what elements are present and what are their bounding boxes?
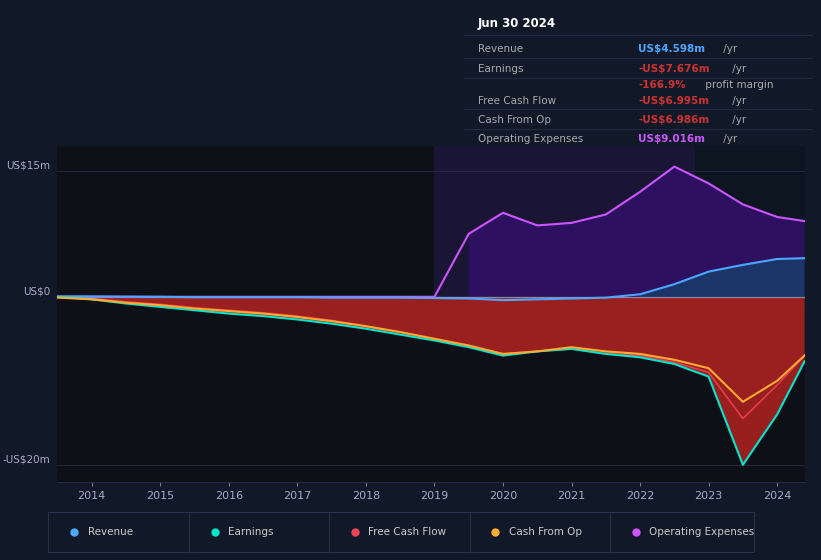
Text: /yr: /yr <box>729 64 746 74</box>
Text: Free Cash Flow: Free Cash Flow <box>478 96 556 106</box>
FancyBboxPatch shape <box>470 512 613 552</box>
Text: Earnings: Earnings <box>478 64 523 74</box>
Bar <box>695 146 805 314</box>
Text: US$0: US$0 <box>23 287 50 297</box>
Bar <box>434 314 695 482</box>
Text: -166.9%: -166.9% <box>639 80 686 90</box>
Bar <box>434 146 695 314</box>
Text: Revenue: Revenue <box>478 44 523 54</box>
FancyBboxPatch shape <box>48 512 192 552</box>
Text: Cash From Op: Cash From Op <box>509 527 582 537</box>
Text: Operating Expenses: Operating Expenses <box>478 134 583 144</box>
Text: Earnings: Earnings <box>228 527 273 537</box>
Text: Revenue: Revenue <box>88 527 133 537</box>
Text: US$4.598m: US$4.598m <box>639 44 705 54</box>
FancyBboxPatch shape <box>610 512 754 552</box>
FancyBboxPatch shape <box>329 512 473 552</box>
Text: -US$20m: -US$20m <box>2 455 50 465</box>
Text: -US$6.986m: -US$6.986m <box>639 115 709 125</box>
FancyBboxPatch shape <box>189 512 333 552</box>
Text: -US$6.995m: -US$6.995m <box>639 96 709 106</box>
Text: US$9.016m: US$9.016m <box>639 134 705 144</box>
Text: Free Cash Flow: Free Cash Flow <box>369 527 447 537</box>
Text: US$15m: US$15m <box>6 161 50 171</box>
Text: /yr: /yr <box>720 44 737 54</box>
Text: /yr: /yr <box>729 96 746 106</box>
Text: Cash From Op: Cash From Op <box>478 115 551 125</box>
Text: /yr: /yr <box>729 115 746 125</box>
Bar <box>57 146 434 482</box>
Bar <box>695 314 805 482</box>
Text: -US$7.676m: -US$7.676m <box>639 64 710 74</box>
Text: /yr: /yr <box>720 134 737 144</box>
Text: profit margin: profit margin <box>702 80 773 90</box>
Text: Operating Expenses: Operating Expenses <box>649 527 754 537</box>
Text: Jun 30 2024: Jun 30 2024 <box>478 17 556 30</box>
